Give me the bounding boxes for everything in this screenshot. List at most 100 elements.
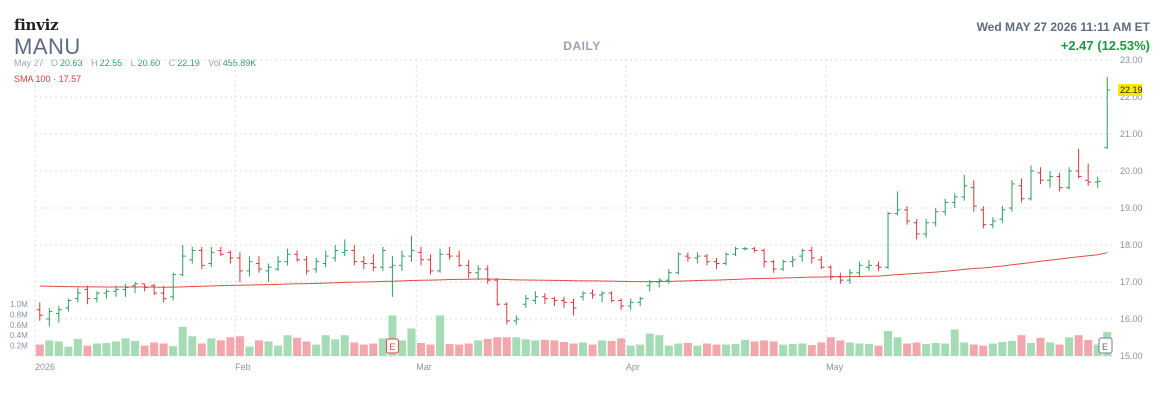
finviz-logo[interactable]: finviz [14,16,59,34]
volume-bar [645,333,654,356]
volume-bar [607,340,616,356]
volume-tick-label: 0.6M [10,321,28,330]
volume-bar [502,337,511,356]
volume-bar [369,343,378,356]
volume-bar [817,342,826,356]
price-change: +2.47 (12.53%) [1060,38,1150,53]
volume-bar [45,340,54,356]
volume-bar [436,315,445,356]
volume-bar [207,338,216,356]
earnings-upcoming-label: E [1102,342,1108,352]
y-axis: 15.00 16.00 17.00 18.00 19.00 20.00 21.00 22.00… [1120,55,1143,361]
volume-bar [73,338,82,356]
high-label: H [91,58,98,68]
volume-bar [788,344,797,356]
last-price-label: 22.19 [1120,85,1143,95]
volume-bar [188,336,197,356]
volume-bar [969,344,978,356]
volume-bar [1065,337,1074,356]
volume-bar [540,339,549,356]
volume-bar [121,338,130,356]
last-price-tag [1118,83,1142,96]
volume-bar [750,341,759,356]
volume-bar [302,341,311,356]
volume-bar [197,343,206,356]
volume-bar [664,345,673,356]
volume-bar [483,338,492,356]
sma-sep: · [53,74,57,84]
volume-bar [159,343,168,356]
volume-bar [569,343,578,356]
volume-bar [254,340,263,356]
y-tick-label: 15.00 [1120,351,1143,361]
volume-bar [702,343,711,356]
volume-bar [598,340,607,356]
volume-bar [998,341,1007,356]
chart-markers: 22.19 E E [385,83,1143,354]
volume-bar [426,344,435,356]
sma-label: SMA 100 [14,74,51,84]
volume-bar [112,341,121,356]
volume-bar [1036,337,1045,356]
volume-bar [874,345,883,356]
volume-bar [1055,344,1064,356]
volume-bar [674,343,683,356]
volume-bar [359,344,368,356]
ohlc-date: May 27 [14,58,44,68]
volume-bar [1026,343,1035,356]
volume-bar [931,343,940,356]
volume-bar [64,346,73,356]
volume-bar [312,344,321,356]
volume-bar [445,344,454,356]
volume-bar [864,344,873,356]
low-value: 20.60 [137,58,161,68]
x-tick-label: 2026 [35,362,55,372]
volume-bar [741,339,750,356]
volume-bar [884,331,893,356]
ticker-symbol: MANU [14,34,81,59]
volume-bar [779,344,788,356]
ohlc-bars [36,76,1111,327]
volume-bar [226,337,235,356]
volume-bar [769,341,778,356]
volume-bar [893,337,902,356]
volume-bar [979,345,988,356]
volume-bar [693,345,702,356]
volume-bar [845,342,854,356]
volume-bar [683,343,692,356]
volume-bar [35,344,44,356]
y-tick-label: 18.00 [1120,240,1143,250]
volume-bar [474,340,483,356]
volume-bar [331,339,340,356]
low-label: L [130,58,136,68]
volume-bar [92,343,101,356]
volume-bar [407,328,416,356]
x-tick-label: Feb [235,362,251,372]
volume-bar [579,342,588,356]
volume-bar [588,344,597,356]
volume-bar [950,329,959,356]
volume-bar [293,337,302,356]
quote-datetime: Wed MAY 27 2026 11:11 AM ET [976,20,1150,34]
x-tick-label: May [826,362,844,372]
volume-bar [169,346,178,356]
volume-tick-label: 0.4M [10,331,28,340]
volume-bars [35,315,1112,356]
close-value: 22.19 [177,58,200,68]
volume-bar [731,344,740,356]
y-tick-label: 21.00 [1120,129,1143,139]
sma-value: 17.57 [58,74,82,84]
open-label: O [51,58,59,68]
volume-bar [559,341,568,356]
volume-bar [397,340,406,356]
volume-bar [350,342,359,356]
volume-bar [178,326,187,356]
x-axis: 2026 Feb Mar Apr May [35,362,844,372]
volume-bar [760,340,769,356]
volume-bar [807,345,816,356]
volume-bar [131,340,140,356]
close-label: C [168,58,176,68]
volume-bar [626,345,635,356]
volume-bar [464,343,473,356]
